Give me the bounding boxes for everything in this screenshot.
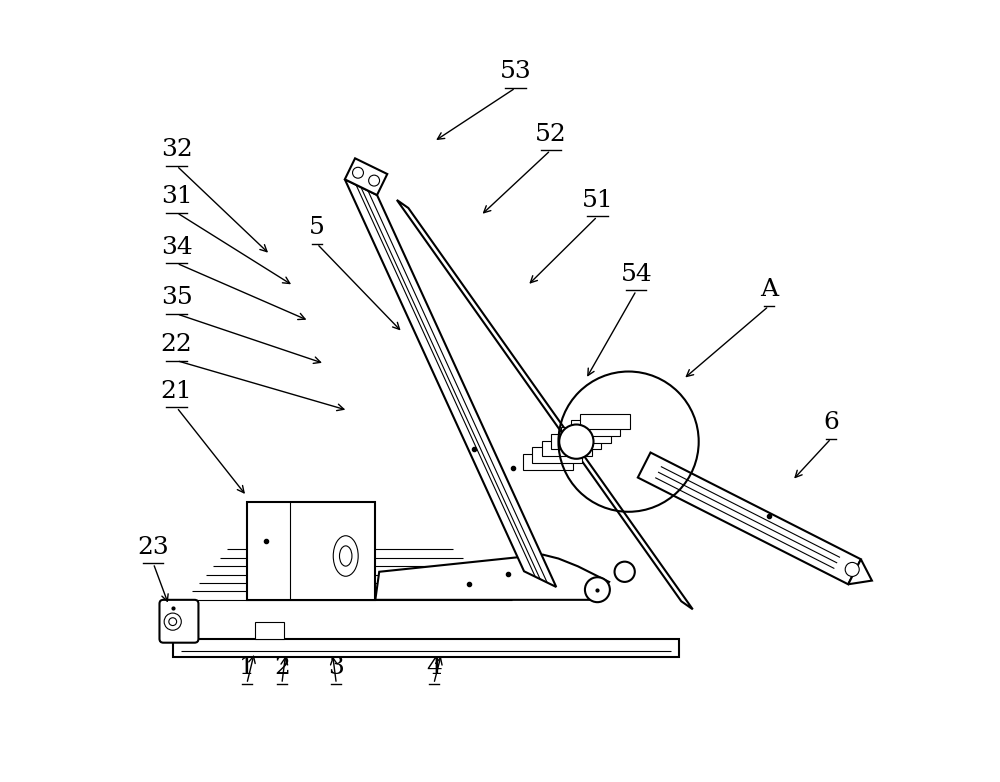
Text: 3: 3: [328, 656, 344, 680]
Text: 52: 52: [535, 123, 567, 145]
Text: 51: 51: [582, 188, 613, 212]
Polygon shape: [397, 200, 693, 609]
Polygon shape: [848, 559, 872, 584]
Ellipse shape: [339, 546, 352, 566]
Text: 54: 54: [620, 263, 652, 285]
Text: 4: 4: [426, 656, 442, 680]
Bar: [551, 434, 601, 450]
Circle shape: [585, 577, 610, 602]
Circle shape: [164, 613, 181, 630]
Bar: [247, 502, 375, 600]
Text: 1: 1: [239, 656, 255, 680]
Circle shape: [845, 562, 859, 576]
Polygon shape: [345, 179, 556, 587]
Text: 32: 32: [161, 138, 192, 161]
Polygon shape: [345, 158, 387, 195]
Text: 23: 23: [137, 536, 169, 558]
Circle shape: [369, 175, 380, 186]
Circle shape: [559, 425, 594, 459]
Bar: [523, 454, 573, 469]
Bar: [571, 421, 620, 436]
Circle shape: [169, 618, 177, 626]
Bar: [561, 427, 611, 443]
Circle shape: [353, 167, 363, 178]
Text: 22: 22: [161, 333, 192, 356]
Polygon shape: [375, 554, 609, 600]
Text: 5: 5: [309, 216, 325, 239]
Text: 6: 6: [823, 411, 839, 434]
Bar: [532, 447, 582, 463]
Polygon shape: [638, 453, 861, 584]
Text: 2: 2: [274, 656, 290, 680]
Text: 35: 35: [161, 286, 192, 309]
Text: 34: 34: [161, 235, 192, 259]
Ellipse shape: [333, 536, 358, 576]
Bar: [255, 622, 284, 639]
Text: 31: 31: [161, 185, 192, 208]
Text: A: A: [760, 278, 778, 301]
Text: 21: 21: [161, 380, 192, 403]
Bar: [542, 440, 592, 456]
Bar: [580, 414, 630, 429]
Text: 53: 53: [500, 60, 531, 83]
Circle shape: [615, 561, 635, 582]
FancyBboxPatch shape: [159, 600, 198, 643]
Bar: [173, 639, 679, 658]
